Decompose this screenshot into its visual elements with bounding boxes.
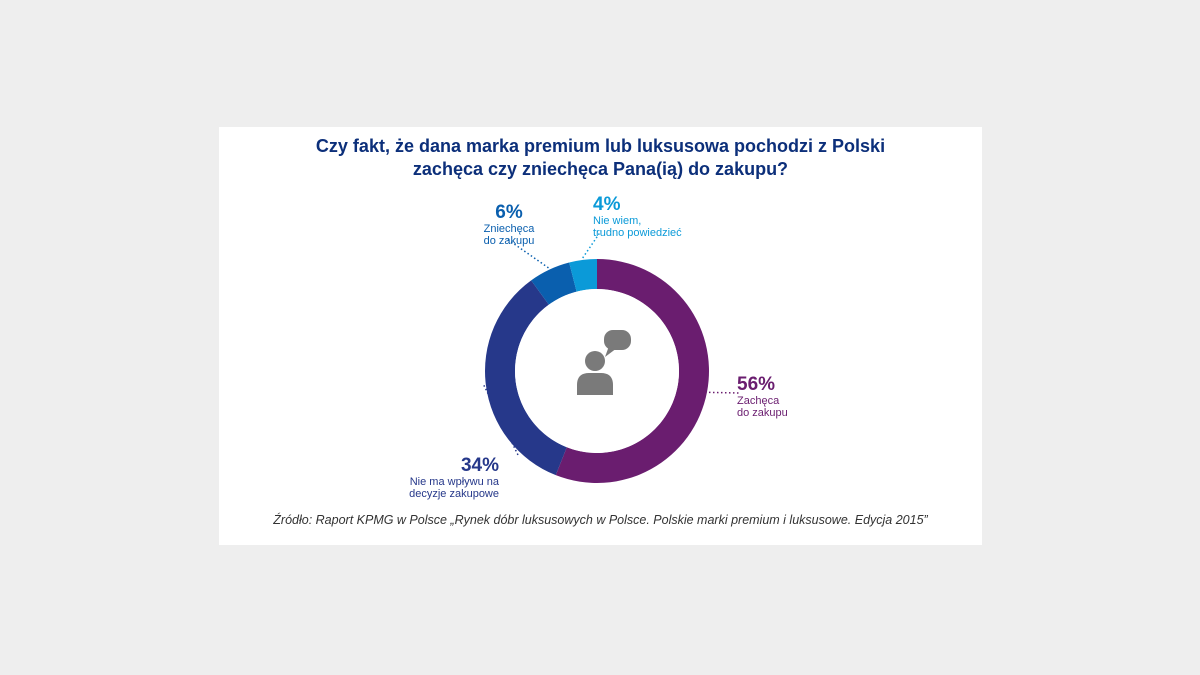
donut-slice-nie-wiem xyxy=(569,259,597,292)
slice-text-zniecheca-1: Zniechęca xyxy=(483,223,535,235)
slice-label-zniecheca: 6% Zniechęca do zakupu xyxy=(469,202,549,248)
slice-pct-brak-wplywu: 34% xyxy=(460,455,499,476)
chart-card: Czy fakt, że dana marka premium lub luks… xyxy=(219,127,982,545)
slice-text-nie-wiem-1: Nie wiem, xyxy=(593,215,642,227)
slice-text-brak-wplywu-1: Nie ma wpływu na xyxy=(409,476,499,488)
chart-title-line-1: Czy fakt, że dana marka premium lub luks… xyxy=(315,136,886,156)
slice-text-zacheca-2: do zakupu xyxy=(737,407,788,419)
slice-text-nie-wiem-2: trudno powiedzieć xyxy=(593,227,682,239)
chart-title: Czy fakt, że dana marka premium lub luks… xyxy=(219,135,982,181)
slice-pct-nie-wiem: 4% xyxy=(593,194,621,215)
donut-slice-zacheca xyxy=(555,259,709,484)
chart-title-line-2: zachęca czy zniechęca Pana(ią) do zakupu… xyxy=(412,159,789,179)
slice-pct-zacheca: 56% xyxy=(737,374,776,395)
slice-label-nie-wiem: 4% Nie wiem, trudno powiedzieć xyxy=(593,194,682,240)
slice-label-zacheca: 56% Zachęca do zakupu xyxy=(737,374,788,420)
person-speech-bubble-icon xyxy=(577,330,631,395)
slice-pct-zniecheca: 6% xyxy=(495,202,523,223)
donut-slice-zniecheca xyxy=(531,262,577,305)
slice-text-zacheca-1: Zachęca xyxy=(737,395,780,407)
donut-hole xyxy=(515,289,679,453)
leader-line-zniecheca xyxy=(506,238,549,269)
slice-label-brak-wplywu: 34% Nie ma wpływu na decyzje zakupowe xyxy=(399,455,499,501)
leader-line-brak-wplywu xyxy=(483,384,520,458)
donut-slice-brak-wplywu xyxy=(485,280,567,476)
leader-line-zacheca xyxy=(708,391,740,394)
source-note: Źródło: Raport KPMG w Polsce „Rynek dóbr… xyxy=(273,513,928,527)
slice-text-brak-wplywu-2: decyzje zakupowe xyxy=(409,488,499,500)
donut-chart xyxy=(483,230,740,484)
slice-text-zniecheca-2: do zakupu xyxy=(483,235,535,247)
leader-line-nie-wiem xyxy=(582,230,602,259)
